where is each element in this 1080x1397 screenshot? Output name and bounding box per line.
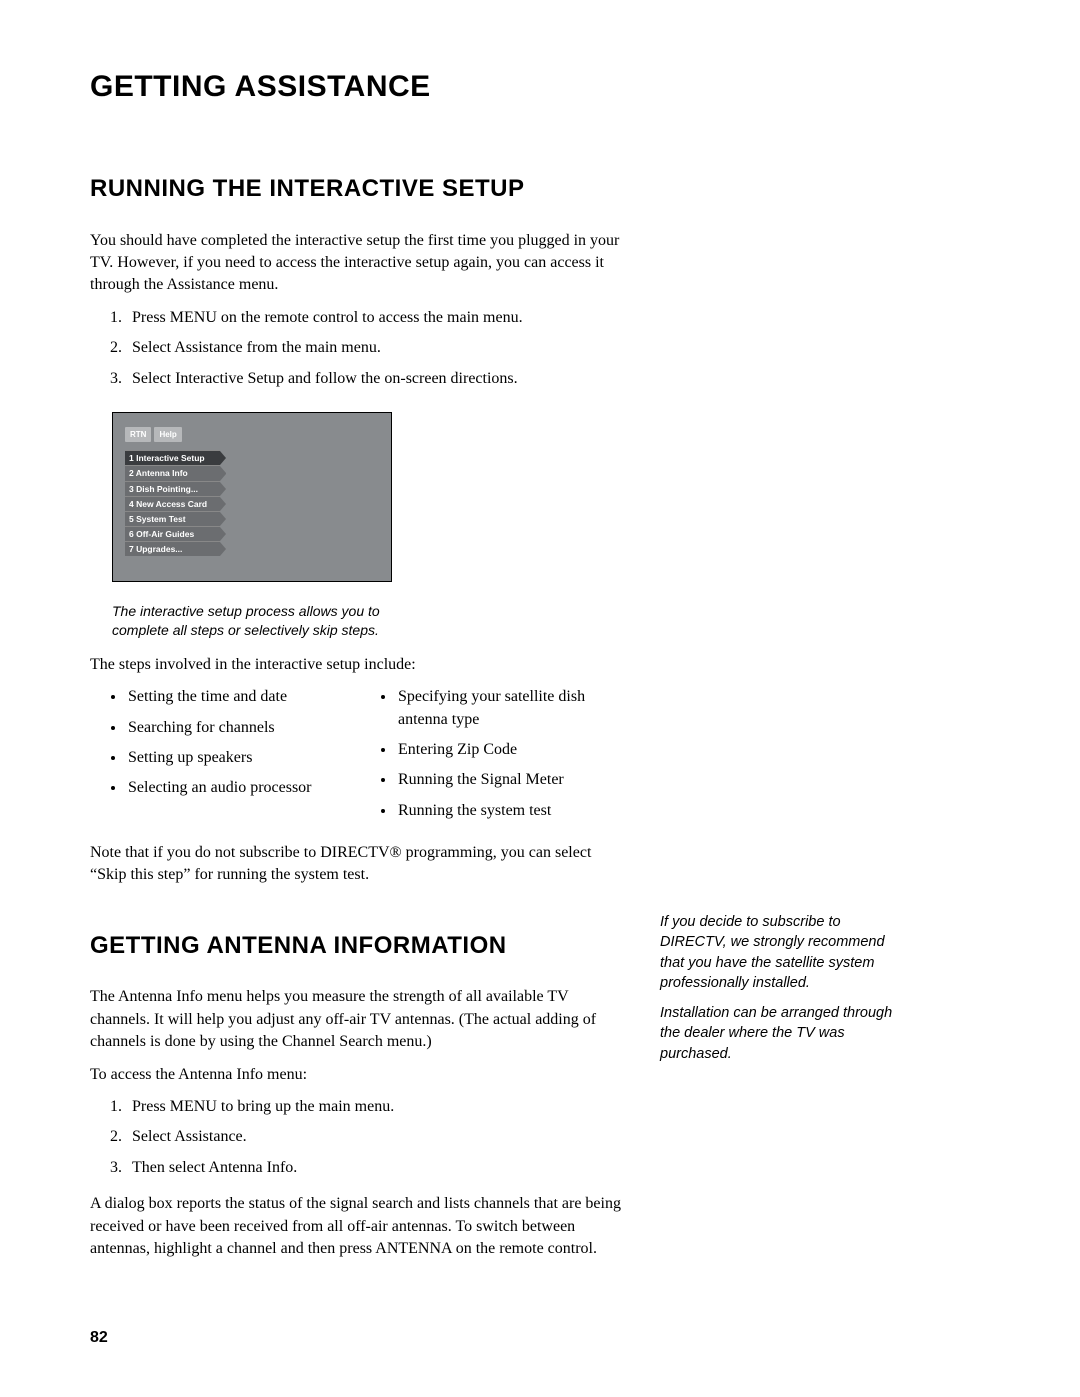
screenshot-caption: The interactive setup process allows you…	[112, 602, 402, 640]
main-column: RUNNING THE INTERACTIVE SETUP You should…	[90, 172, 630, 1270]
sidebar-note-p2: Installation can be arranged through the…	[660, 1003, 910, 1064]
sidebar-note-p1: If you decide to subscribe to DIRECTV, w…	[660, 912, 910, 993]
screenshot-tab-rtn: RTN	[125, 427, 151, 442]
feature-item: Selecting an audio processor	[126, 777, 340, 799]
sidebar-note: If you decide to subscribe to DIRECTV, w…	[660, 912, 910, 1064]
menu-item-off-air-guides: 6 Off-Air Guides	[125, 526, 220, 541]
feature-item: Setting the time and date	[126, 686, 340, 708]
antenna-dialog-paragraph: A dialog box reports the status of the s…	[90, 1193, 630, 1260]
menu-item-system-test: 5 System Test	[125, 511, 220, 526]
setup-steps-list: Press MENU on the remote control to acce…	[90, 307, 630, 390]
features-col-a: Setting the time and date Searching for …	[90, 686, 340, 830]
antenna-steps-list: Press MENU to bring up the main menu. Se…	[90, 1096, 630, 1179]
feature-item: Searching for channels	[126, 717, 340, 739]
assistance-menu-screenshot: RTN Help 1 Interactive Setup 2 Antenna I…	[112, 412, 392, 582]
menu-item-upgrades: 7 Upgrades...	[125, 541, 220, 556]
screenshot-tab-help: Help	[154, 427, 181, 442]
sidebar-column: If you decide to subscribe to DIRECTV, w…	[660, 172, 910, 1270]
steps-intro: The steps involved in the interactive se…	[90, 654, 630, 676]
screenshot-tabs: RTN Help	[125, 427, 379, 442]
setup-step: Select Assistance from the main menu.	[126, 337, 630, 359]
menu-item-dish-pointing: 3 Dish Pointing...	[125, 481, 220, 496]
feature-item: Entering Zip Code	[396, 739, 630, 761]
screenshot-container: RTN Help 1 Interactive Setup 2 Antenna I…	[112, 412, 392, 582]
feature-item: Specifying your satellite dish antenna t…	[396, 686, 630, 731]
note-paragraph: Note that if you do not subscribe to DIR…	[90, 842, 630, 887]
screenshot-menu: 1 Interactive Setup 2 Antenna Info 3 Dis…	[125, 450, 220, 556]
section-heading-interactive-setup: RUNNING THE INTERACTIVE SETUP	[90, 172, 630, 206]
page-title: GETTING ASSISTANCE	[90, 70, 990, 104]
antenna-step: Then select Antenna Info.	[126, 1157, 630, 1179]
setup-step: Select Interactive Setup and follow the …	[126, 368, 630, 390]
page-number: 82	[90, 1329, 108, 1347]
antenna-access-intro: To access the Antenna Info menu:	[90, 1064, 630, 1086]
menu-item-antenna-info: 2 Antenna Info	[125, 465, 220, 480]
document-page: GETTING ASSISTANCE RUNNING THE INTERACTI…	[0, 0, 1080, 1330]
feature-item: Running the system test	[396, 800, 630, 822]
antenna-intro: The Antenna Info menu helps you measure …	[90, 986, 630, 1053]
menu-item-interactive-setup: 1 Interactive Setup	[125, 450, 220, 465]
section-heading-antenna-info: GETTING ANTENNA INFORMATION	[90, 929, 630, 963]
section-antenna-info: GETTING ANTENNA INFORMATION The Antenna …	[90, 929, 630, 1261]
features-col-b: Specifying your satellite dish antenna t…	[360, 686, 630, 830]
menu-item-new-access-card: 4 New Access Card	[125, 496, 220, 511]
antenna-step: Select Assistance.	[126, 1126, 630, 1148]
setup-step: Press MENU on the remote control to acce…	[126, 307, 630, 329]
setup-features-columns: Setting the time and date Searching for …	[90, 686, 630, 830]
feature-item: Running the Signal Meter	[396, 769, 630, 791]
feature-item: Setting up speakers	[126, 747, 340, 769]
content-area: RUNNING THE INTERACTIVE SETUP You should…	[90, 172, 990, 1270]
intro-paragraph: You should have completed the interactiv…	[90, 230, 630, 297]
antenna-step: Press MENU to bring up the main menu.	[126, 1096, 630, 1118]
